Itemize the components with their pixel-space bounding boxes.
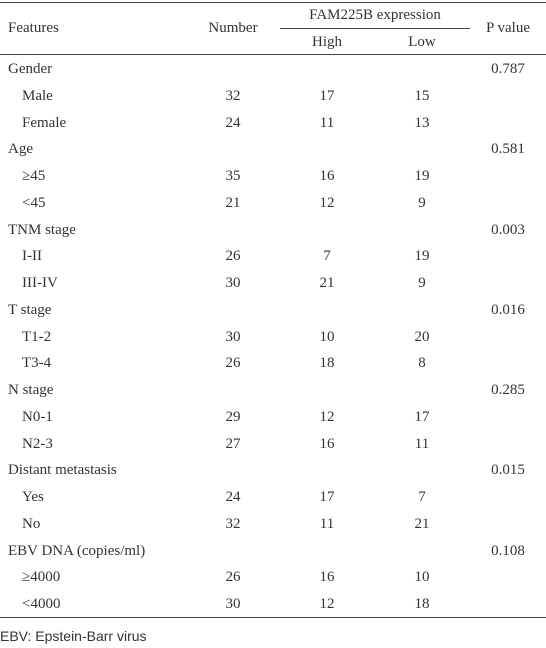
high-cell: 16 xyxy=(319,435,335,452)
number-cell: 21 xyxy=(225,194,241,211)
low-cell: 19 xyxy=(414,248,430,265)
high-cell: 10 xyxy=(319,328,335,345)
number-cell: 29 xyxy=(225,408,241,425)
low-cell: 17 xyxy=(414,408,430,425)
p-value: 0.003 xyxy=(491,221,525,238)
high-cell: 7 xyxy=(323,248,331,265)
number-cell: 24 xyxy=(225,489,241,505)
header-cell: Features xyxy=(8,20,59,36)
low-cell: 20 xyxy=(414,328,430,345)
high-cell: 18 xyxy=(319,355,335,372)
header-cell: Low xyxy=(408,34,436,50)
group-label: Age xyxy=(8,141,33,158)
header-cell: FAM225B expression xyxy=(309,7,441,23)
p-value: 0.016 xyxy=(491,301,525,318)
low-cell: 21 xyxy=(414,515,430,532)
high-cell: 21 xyxy=(319,275,335,291)
high-cell: 12 xyxy=(319,596,335,612)
number-cell: 32 xyxy=(225,515,241,532)
row-label: T3-4 xyxy=(22,355,52,372)
row-label: III-IV xyxy=(22,275,58,291)
p-value: 0.581 xyxy=(491,141,525,158)
high-cell: 17 xyxy=(319,489,335,505)
p-value: 0.015 xyxy=(491,462,525,479)
header-cell: High xyxy=(312,34,342,50)
low-cell: 18 xyxy=(414,596,430,612)
p-value: 0.787 xyxy=(491,61,525,77)
high-cell: 17 xyxy=(319,87,335,104)
number-cell: 26 xyxy=(225,569,241,586)
span-rule xyxy=(280,28,470,29)
high-cell: 16 xyxy=(319,569,335,586)
group-label: N stage xyxy=(8,382,54,398)
header-rule xyxy=(0,54,546,55)
p-value: 0.108 xyxy=(491,542,525,559)
p-value: 0.285 xyxy=(491,382,525,398)
row-label: N2-3 xyxy=(22,435,53,452)
high-cell: 12 xyxy=(319,408,335,425)
header-cell: Number xyxy=(208,20,258,36)
row-label: ≥45 xyxy=(22,168,46,184)
row-label: Female xyxy=(22,114,67,131)
low-cell: 15 xyxy=(414,87,430,104)
header-cell: P value xyxy=(485,20,531,36)
low-cell: 11 xyxy=(414,435,430,452)
number-cell: 26 xyxy=(225,355,241,372)
row-label: <45 xyxy=(22,194,46,211)
number-cell: 26 xyxy=(225,248,241,265)
row-label: T1-2 xyxy=(22,328,52,345)
number-cell: 30 xyxy=(225,275,241,291)
low-cell: 19 xyxy=(414,168,430,184)
high-cell: 11 xyxy=(319,114,335,131)
number-cell: 24 xyxy=(225,114,241,131)
row-label: Male xyxy=(22,87,53,104)
group-label: TNM stage xyxy=(8,221,76,238)
low-cell: 13 xyxy=(414,114,430,131)
low-cell: 9 xyxy=(418,275,426,291)
row-label: ≥4000 xyxy=(22,569,61,586)
high-cell: 16 xyxy=(319,168,335,184)
row-label: I-II xyxy=(22,248,42,265)
number-cell: 30 xyxy=(225,596,241,612)
number-cell: 30 xyxy=(225,328,241,345)
top-rule xyxy=(0,2,546,3)
row-label: No xyxy=(22,515,41,532)
low-cell: 10 xyxy=(414,569,430,586)
row-label: Yes xyxy=(22,489,44,505)
low-cell: 9 xyxy=(418,194,426,211)
number-cell: 32 xyxy=(225,87,241,104)
group-label: Distant metastasis xyxy=(8,462,117,479)
footnote: EBV: Epstein-Barr virus xyxy=(0,628,147,644)
group-label: T stage xyxy=(8,301,52,318)
row-label: <4000 xyxy=(22,596,61,612)
row-label: N0-1 xyxy=(22,408,53,425)
bottom-rule xyxy=(0,617,546,618)
number-cell: 27 xyxy=(225,435,241,452)
low-cell: 8 xyxy=(418,355,426,372)
high-cell: 11 xyxy=(319,515,335,532)
number-cell: 35 xyxy=(225,168,241,184)
group-label: EBV DNA (copies/ml) xyxy=(8,542,146,559)
high-cell: 12 xyxy=(319,194,335,211)
group-label: Gender xyxy=(8,61,53,77)
low-cell: 7 xyxy=(418,489,426,505)
